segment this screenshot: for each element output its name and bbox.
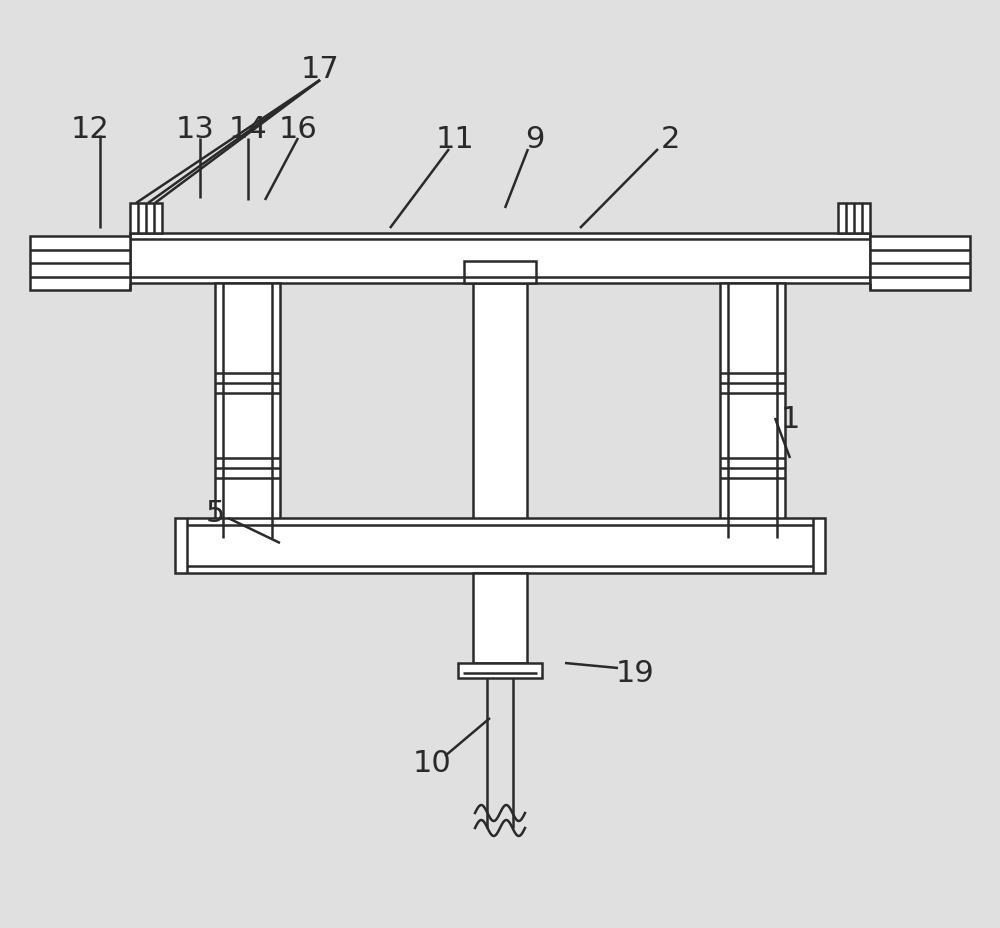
Text: 11: 11 (436, 124, 474, 153)
Bar (473, 284, 527, 538)
Bar (215, 284, 280, 538)
Bar (458, 664, 542, 678)
Text: 19: 19 (616, 659, 654, 688)
Bar (473, 574, 527, 664)
Bar (130, 234, 870, 284)
Bar (720, 284, 785, 538)
Text: 16: 16 (279, 114, 317, 143)
Bar (130, 204, 162, 234)
Bar (30, 237, 130, 290)
Text: 2: 2 (660, 124, 680, 153)
Bar (870, 237, 970, 290)
Bar (838, 204, 870, 234)
Text: 17: 17 (301, 55, 339, 84)
Text: 10: 10 (413, 749, 451, 778)
Text: 12: 12 (71, 114, 109, 143)
Text: 14: 14 (229, 114, 267, 143)
Text: 13: 13 (176, 114, 214, 143)
Bar (175, 519, 825, 574)
Text: 9: 9 (525, 124, 545, 153)
Text: 1: 1 (780, 404, 800, 433)
Text: 5: 5 (205, 499, 225, 528)
Bar (464, 262, 536, 284)
